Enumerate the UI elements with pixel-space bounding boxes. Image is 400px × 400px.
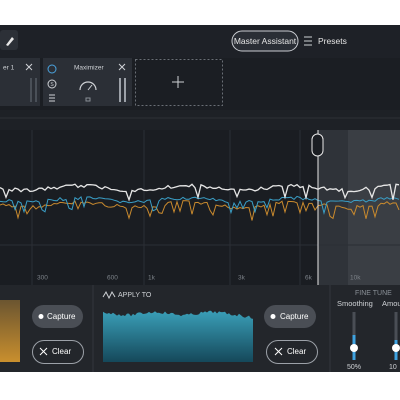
spectrum-curve <box>0 183 400 202</box>
wave-icon <box>102 290 116 300</box>
shaded-region <box>348 130 400 285</box>
clear-button[interactable] <box>266 340 318 364</box>
capture-button[interactable] <box>32 305 83 328</box>
meter <box>124 78 126 102</box>
meter <box>30 78 32 102</box>
spectrum-curves <box>0 183 400 221</box>
spectrum-curve <box>0 200 400 221</box>
split-handle[interactable] <box>311 133 324 157</box>
clear-label: Clear <box>52 347 71 356</box>
clear-button[interactable] <box>32 340 84 364</box>
close-icon[interactable] <box>25 63 33 71</box>
capture-label: Capture <box>47 312 76 321</box>
slider-label: Smoothing <box>337 299 373 308</box>
dial[interactable] <box>79 81 97 91</box>
capture-button[interactable] <box>264 305 316 328</box>
record-dot <box>38 314 44 319</box>
dial-mark <box>85 97 91 102</box>
power-icon[interactable] <box>47 64 57 74</box>
pencil-icon <box>6 37 14 46</box>
target-spectrum <box>103 310 253 362</box>
slider-knob[interactable] <box>392 344 400 352</box>
presets-icon <box>304 36 312 46</box>
fine-tune-title: FINE TUNE <box>355 290 392 297</box>
spectrum-curve <box>0 195 400 215</box>
dial-needle <box>87 84 93 91</box>
master-assistant-button[interactable] <box>231 30 299 52</box>
frequency-label: 10k <box>350 275 361 282</box>
add-module-slot[interactable] <box>135 59 223 106</box>
frequency-label: 300 <box>37 275 48 282</box>
apply-to-title: APPLY TO <box>118 292 152 299</box>
record-dot <box>270 314 276 319</box>
frequency-label: 6k <box>305 275 313 282</box>
frequency-label: 1k <box>148 275 156 282</box>
presets-label[interactable]: Presets <box>318 36 347 46</box>
clear-icon <box>274 347 283 356</box>
close-icon[interactable] <box>118 63 126 71</box>
meter <box>119 78 121 102</box>
plus-icon <box>172 76 184 88</box>
clear-icon <box>39 347 48 356</box>
spectrum-header <box>0 110 400 130</box>
frequency-label: 3k <box>238 275 246 282</box>
master-assistant-label: Master Assistant <box>234 36 297 46</box>
module-card[interactable] <box>0 58 40 106</box>
pencil-button[interactable] <box>0 30 18 50</box>
module-label: Maximizer <box>74 65 104 72</box>
frequency-labels: 300 600 1k 3k 6k 10k <box>37 275 361 282</box>
slider-label: Amou <box>382 299 400 308</box>
top-bar <box>0 25 400 58</box>
capture-label: Capture <box>280 312 309 321</box>
source-spectrum <box>0 300 20 362</box>
slider-knob[interactable] <box>350 344 358 352</box>
solo-letter: S <box>50 82 54 88</box>
slider-value: 50% <box>347 364 361 371</box>
module-label: er 1 <box>3 65 15 72</box>
frequency-label: 600 <box>107 275 118 282</box>
solo-icon[interactable] <box>47 79 57 89</box>
meter <box>35 78 37 102</box>
clear-label: Clear <box>287 347 306 356</box>
slider-track <box>394 312 398 360</box>
slider-value: 10 <box>389 364 397 371</box>
menu-icon <box>49 94 55 102</box>
